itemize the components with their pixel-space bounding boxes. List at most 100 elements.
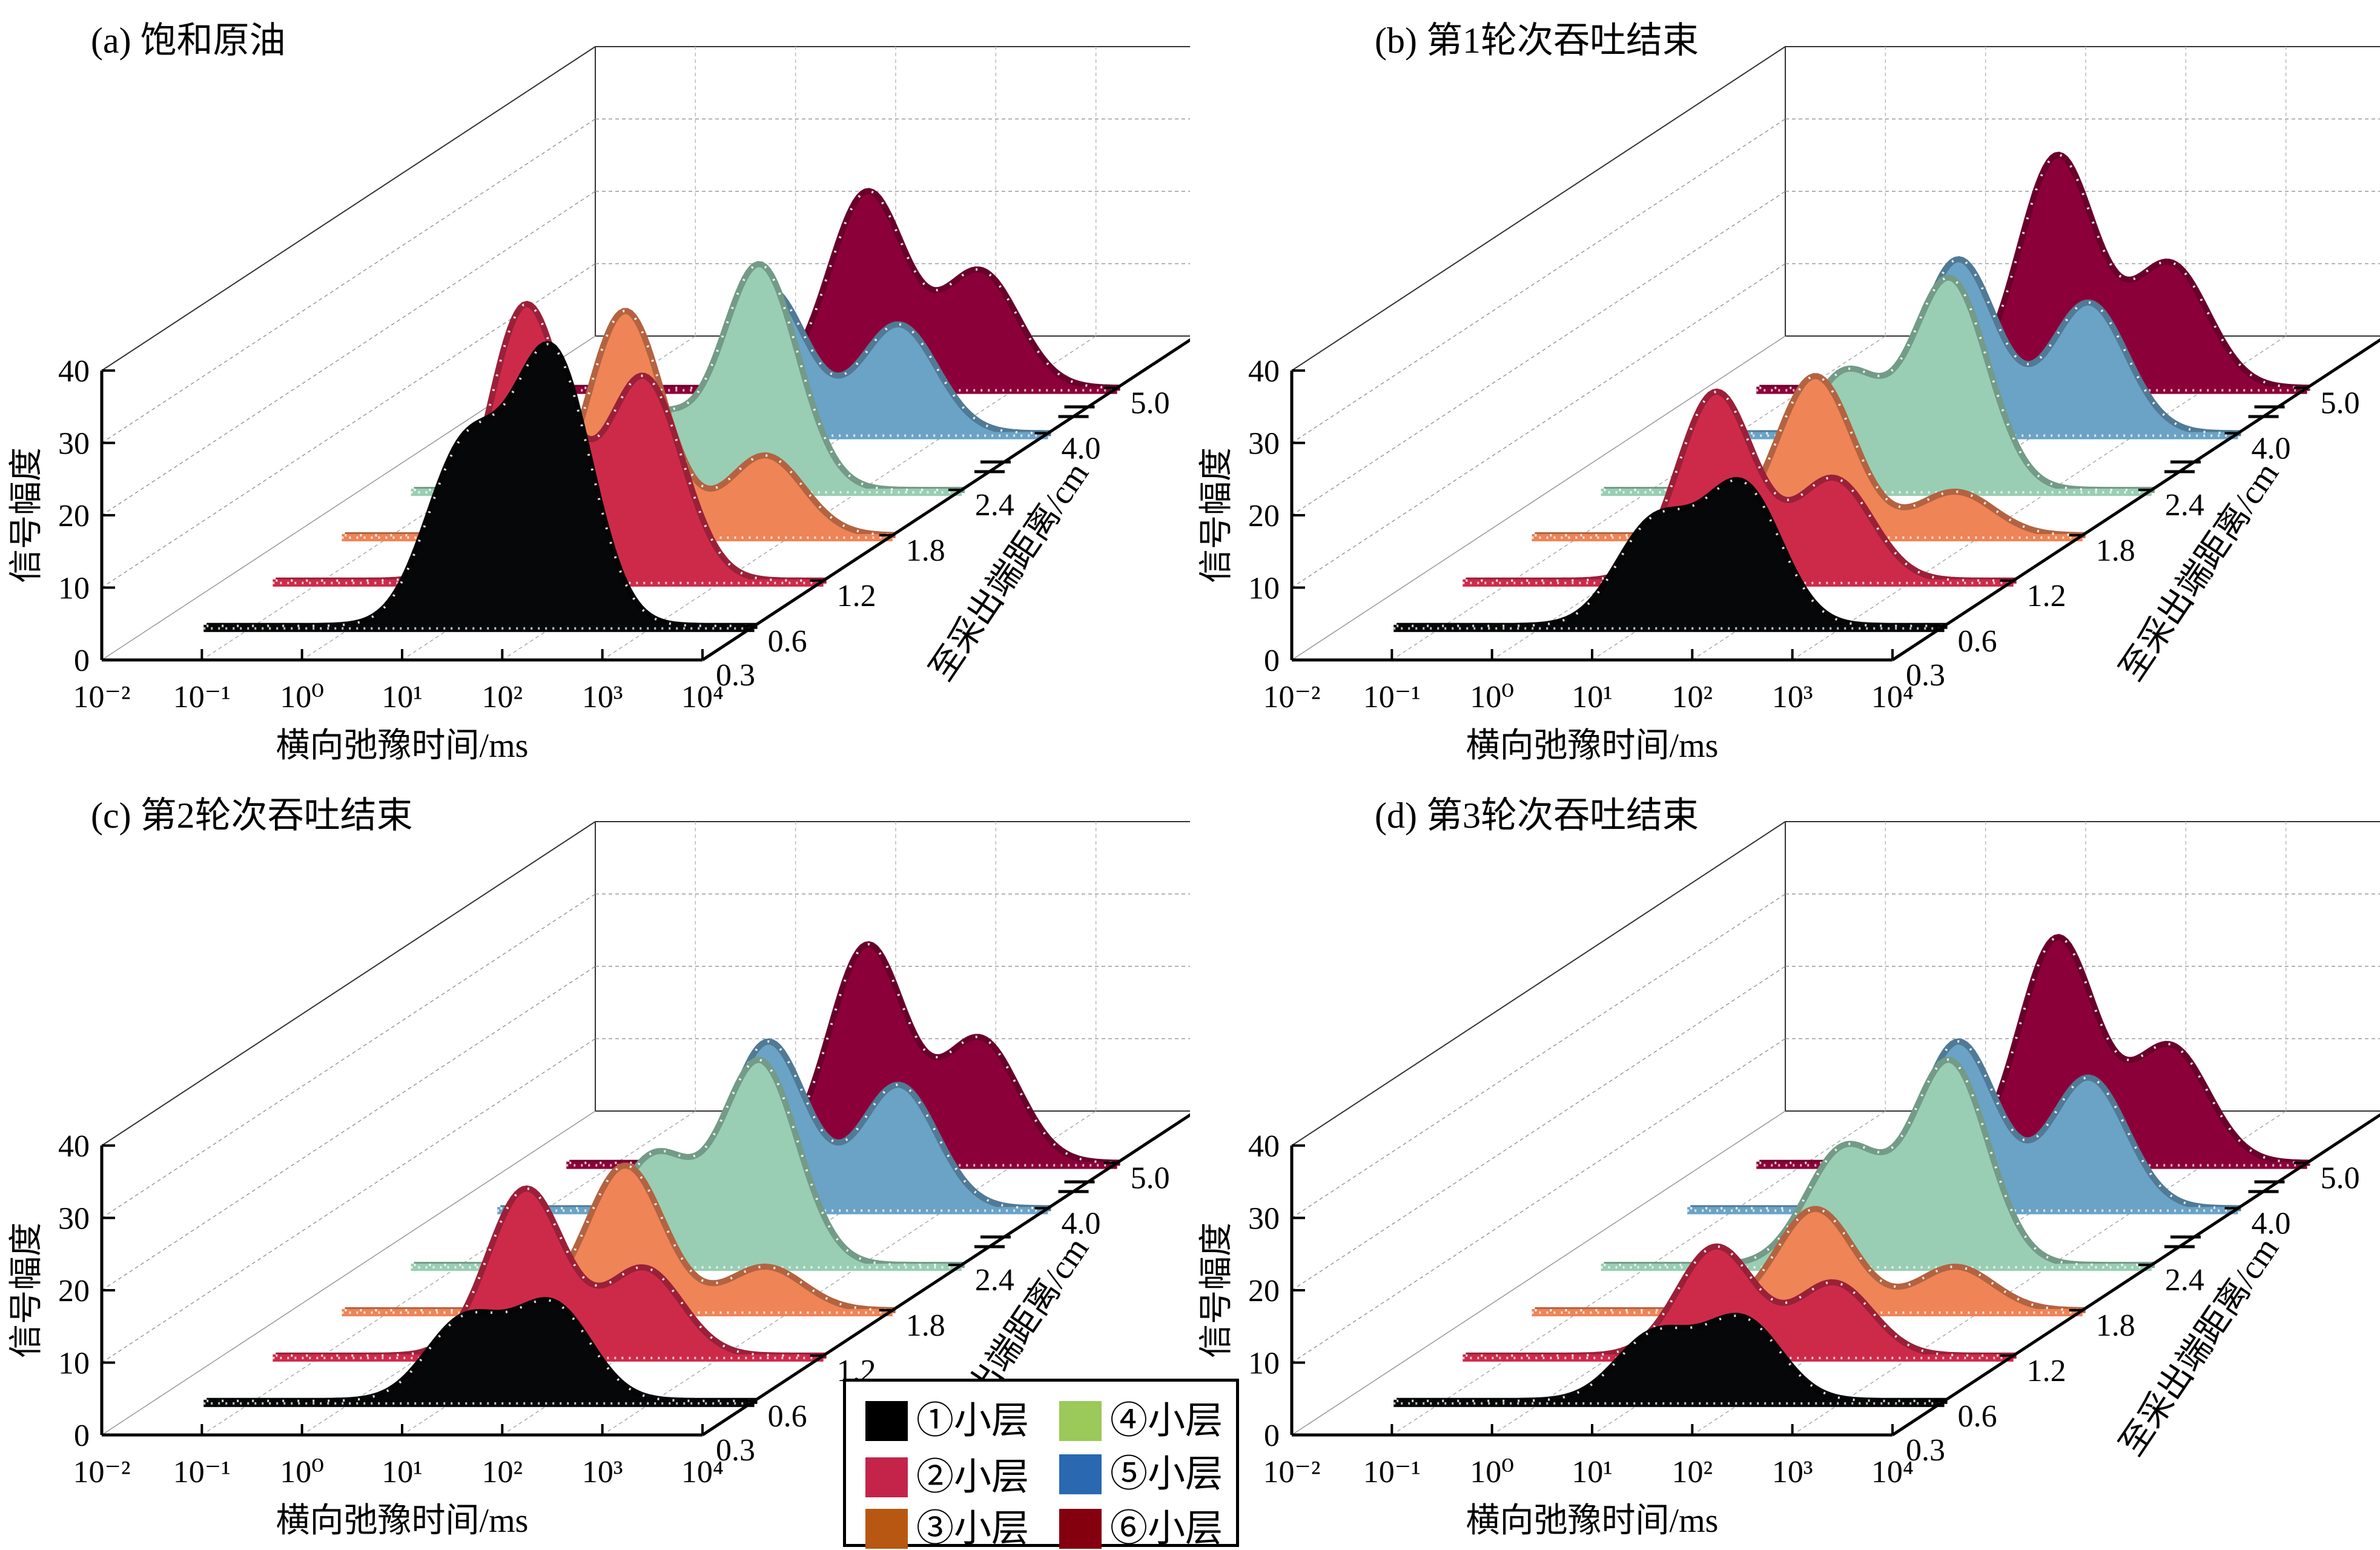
panel-d: 10⁻² 10⁻¹ 10⁰ 10¹ 10² 10³ 10⁴ 0 10 20 30 40 0.3 0.6 1.… [1190, 775, 2380, 1550]
y-tick-label: 40 [58, 354, 90, 389]
legend-label: ③小层 [916, 1508, 1030, 1549]
x-tick-label: 10¹ [382, 680, 423, 714]
x-axis-title: 横向弛豫时间/ms [276, 727, 529, 765]
z-tick-label: 0.6 [1958, 624, 1997, 659]
gridline [602, 335, 1097, 661]
y-tick-label: 0 [1264, 644, 1280, 678]
gridline [101, 966, 596, 1291]
z-tick-label: 5.0 [1131, 1161, 1170, 1196]
series-area [411, 1060, 962, 1265]
z-tick-label: 2.4 [975, 1263, 1014, 1298]
legend-swatch [1059, 1401, 1102, 1441]
x-axis-title: 横向弛豫时间/ms [1466, 1502, 1719, 1540]
chart-b: 10⁻² 10⁻¹ 10⁰ 10¹ 10² 10³ 10⁴ 0 10 20 30 40 0.3 0.6 1.… [1198, 46, 2380, 765]
y-tick-label: 30 [1248, 427, 1280, 461]
x-tick-label: 10⁴ [681, 680, 724, 714]
legend: ①小层 ②小层 ③小层 ④小层 ⑤小层 ⑥小层 [843, 1379, 1239, 1550]
x-tick-label: 10⁻¹ [1363, 1455, 1421, 1489]
y-tick-label: 10 [58, 1347, 90, 1381]
x-tick-label: 10⁴ [681, 1455, 724, 1489]
chart-a: 10⁻² 10⁻¹ 10⁰ 10¹ 10² 10³ 10⁴ 0 10 20 30 40 0.3 0.6 1.… [8, 46, 1190, 765]
series-area [1393, 1316, 1945, 1401]
y-axis-title: 信号幅度 [1198, 447, 1235, 583]
z-tick-label: 1.2 [2027, 579, 2066, 613]
z-tick-label: 2.4 [2165, 488, 2204, 523]
x-tick-label: 10⁰ [280, 1455, 324, 1489]
z-tick-label: 0.6 [768, 1399, 807, 1434]
series-curve-beads [1466, 390, 2017, 582]
x-tick-label: 10³ [582, 680, 623, 714]
x-axis-title: 横向弛豫时间/ms [276, 1502, 529, 1540]
gridline [1291, 191, 1786, 516]
y-axis-title: 信号幅度 [1198, 1222, 1235, 1358]
y-tick-label: 10 [58, 572, 90, 606]
y-tick-label: 30 [1248, 1202, 1280, 1236]
legend-label: ⑤小层 [1110, 1454, 1223, 1495]
series-area [566, 944, 1117, 1163]
y-tick-label: 20 [1248, 499, 1280, 533]
x-tick-label: 10¹ [1572, 1455, 1613, 1489]
z-axis [701, 1113, 1190, 1437]
x-tick-label: 10⁻¹ [1363, 680, 1421, 714]
z-tick-label: 1.8 [906, 1308, 945, 1343]
series-area [566, 191, 1117, 388]
gridline [1291, 1110, 1786, 1436]
legend-swatch [1059, 1454, 1102, 1494]
z-tick-label: 1.8 [2096, 533, 2135, 568]
y-tick-label: 20 [58, 499, 90, 533]
series-curve-beads [345, 1164, 896, 1311]
series-area [411, 264, 962, 490]
z-tick-label: 1.8 [906, 533, 945, 568]
gridline [101, 118, 596, 444]
gridline [201, 1110, 696, 1436]
x-tick-label: 10³ [1772, 1455, 1813, 1489]
gridline [1291, 893, 1786, 1219]
series-curve-beads [1397, 1314, 1948, 1402]
gridline [1291, 1038, 1786, 1364]
y-tick-label: 40 [1248, 1129, 1280, 1164]
series-curve-beads [1690, 1040, 2241, 1210]
series-①小层 [1393, 477, 1948, 632]
x-tick-label: 10⁴ [1871, 1455, 1914, 1489]
series-curve-beads [207, 343, 758, 627]
series-area [342, 1166, 893, 1311]
gridline [1391, 1110, 1886, 1436]
z-tick-label: 0.6 [768, 624, 807, 659]
y-axis-title: 信号幅度 [8, 447, 45, 583]
panel-title: (d) 第3轮次吞吐结束 [1375, 796, 1699, 836]
gridline [1291, 263, 1786, 589]
y-tick-label: 0 [1264, 1419, 1280, 1453]
legend-label: ④小层 [1110, 1400, 1223, 1442]
series-curve-beads [1535, 1207, 2086, 1311]
legend-item: ①小层 [865, 1400, 1029, 1442]
z-tick-label: 5.0 [1131, 386, 1170, 421]
series-area [203, 344, 755, 626]
x-tick-label: 10⁻² [73, 680, 130, 714]
series-⑥小层 [1756, 934, 2310, 1169]
x-tick-label: 10⁻² [73, 1455, 130, 1489]
gridline [1291, 335, 1786, 661]
x-tick-label: 10⁻² [1263, 680, 1320, 714]
y-tick-label: 30 [58, 427, 90, 461]
series-curve-beads [1466, 1245, 2017, 1357]
z-tick-label: 4.0 [1062, 432, 1101, 466]
series-curve-beads [207, 1299, 758, 1402]
series-①小层 [203, 1297, 758, 1407]
chart-d: 10⁻² 10⁻¹ 10⁰ 10¹ 10² 10³ 10⁴ 0 10 20 30 40 0.3 0.6 1.… [1198, 821, 2380, 1540]
legend-label: ⑥小层 [1110, 1508, 1223, 1549]
panel-title: (a) 饱和原油 [91, 21, 286, 61]
x-tick-label: 10⁻¹ [173, 1455, 231, 1489]
gridline [101, 893, 596, 1219]
gridline [101, 1038, 596, 1364]
legend-item: ③小层 [865, 1508, 1029, 1550]
x-tick-label: 10⁻² [1263, 1455, 1320, 1489]
z-tick-label: 1.8 [2096, 1308, 2135, 1343]
z-tick-label: 1.2 [837, 579, 876, 613]
legend-item: ⑤小层 [1059, 1453, 1223, 1496]
x-tick-label: 10⁰ [1470, 1455, 1514, 1489]
gridline [101, 821, 596, 1146]
series-area [203, 1300, 755, 1401]
x-axis-title: 横向弛豫时间/ms [1466, 727, 1719, 765]
z-axis [1891, 338, 2380, 662]
y-axis-title: 信号幅度 [8, 1222, 45, 1358]
